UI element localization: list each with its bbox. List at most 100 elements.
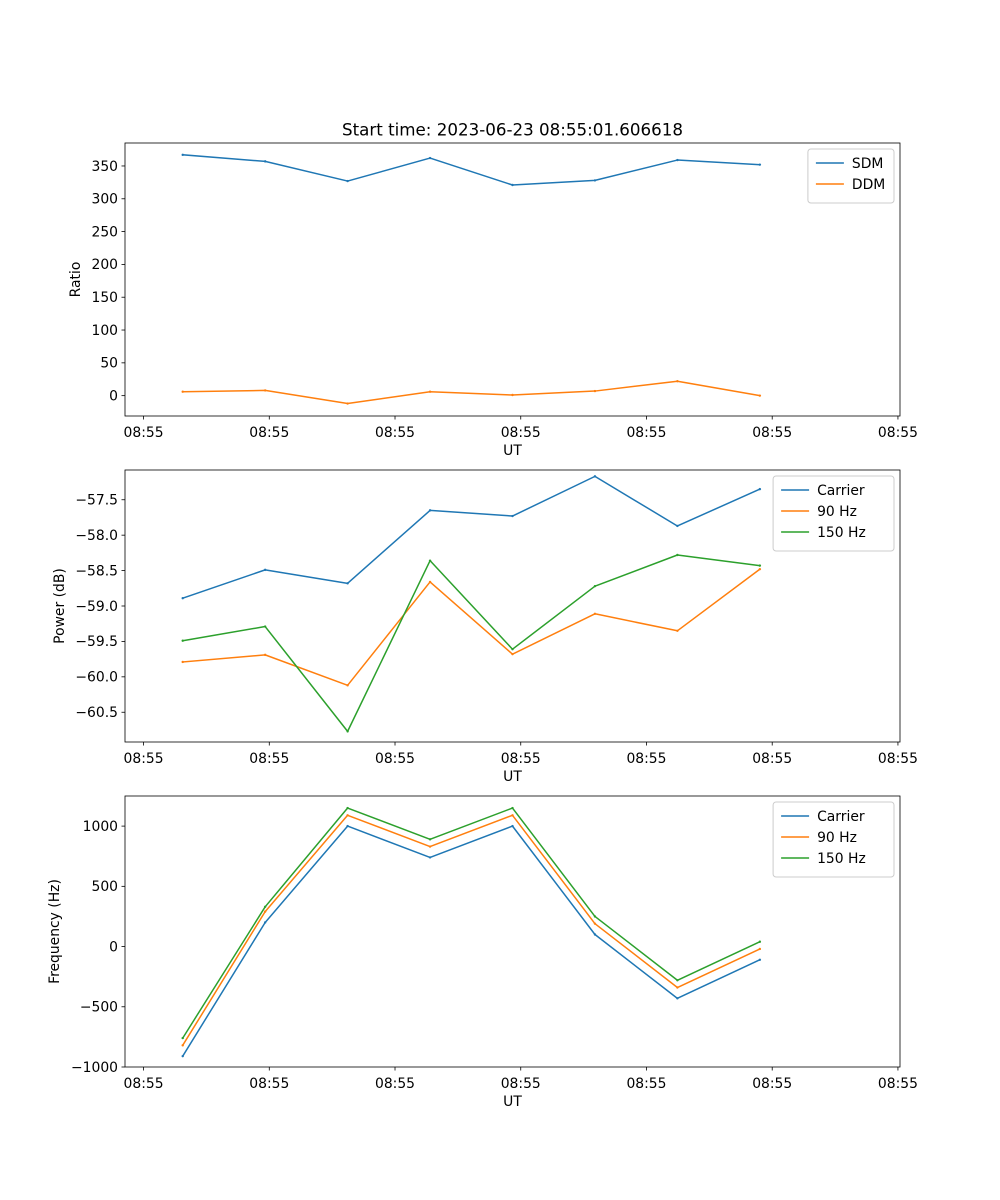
power-legend-label-90-hz: 90 Hz: [817, 504, 857, 520]
frequency-legend-label-150-hz: 150 Hz: [817, 851, 866, 867]
power-series-90-hz-point: [511, 652, 514, 656]
ratio-axes-frame: [124, 142, 901, 417]
frequency-axes-frame: [124, 795, 901, 1068]
power-x-tick-label: 08:55: [752, 751, 792, 767]
power-y-tick-label: −60.0: [75, 670, 118, 686]
ratio-legend-label-sdm: SDM: [852, 156, 884, 172]
power-series-carrier-point: [428, 509, 432, 512]
frequency-series-150-hz-point: [593, 915, 597, 918]
ratio-series-ddm-point: [263, 389, 267, 392]
power-series-carrier-point: [593, 475, 597, 478]
frequency-y-tick-label: −500: [80, 1000, 118, 1016]
frequency-x-tick-label: 08:55: [375, 1076, 415, 1092]
frequency-series-150-hz-point: [511, 806, 514, 810]
power-series-carrier-point: [758, 487, 762, 491]
ratio-x-tick-label: 08:55: [501, 425, 541, 441]
frequency-series-150-hz-point: [181, 1036, 184, 1040]
power-series-90-hz-point: [758, 567, 762, 571]
power-series-90-hz-point: [593, 612, 597, 615]
ratio-series-ddm-point: [511, 393, 514, 397]
ratio-series-ddm-line: [181, 380, 761, 405]
power-legend-label-150-hz: 150 Hz: [817, 525, 866, 541]
frequency-x-tick-label: 08:55: [878, 1076, 918, 1092]
power-y-tick-label: −59.0: [75, 599, 118, 615]
frequency-x-tick-label: 08:55: [124, 1076, 164, 1092]
frequency-series-carrier-point: [428, 856, 432, 859]
power-series-150-hz-point: [511, 648, 514, 651]
ratio-y-tick-label: 250: [91, 224, 118, 240]
power-x-tick-label: 08:55: [375, 751, 415, 767]
frequency-y-tick-label: 500: [91, 879, 118, 895]
power-x-tick-label: 08:55: [249, 751, 289, 767]
frequency-legend-label-carrier: Carrier: [817, 809, 865, 825]
ratio-series-sdm-point: [758, 163, 762, 166]
ratio-series-ddm-point: [428, 390, 432, 393]
power-series-150-hz-point: [263, 625, 267, 628]
frequency-series-carrier-point: [346, 824, 349, 828]
chart-title: Start time: 2023-06-23 08:55:01.606618: [342, 120, 683, 140]
ratio-series-sdm-point: [593, 179, 597, 182]
power-series-90-hz-line: [181, 568, 761, 687]
frequency-y-tick-label: −1000: [71, 1060, 118, 1076]
power-series-90-hz-point: [676, 629, 679, 632]
power-y-tick-label: −60.5: [75, 705, 118, 721]
ratio-y-tick-label: 150: [91, 290, 118, 306]
frequency-series-150-hz-line: [181, 807, 761, 1040]
frequency-series-90-hz-point: [758, 947, 762, 951]
frequency-x-tick-label: 08:55: [752, 1076, 792, 1092]
ratio-series-sdm-point: [676, 158, 679, 162]
frequency-panel: 08:55 08:55 08:55 08:55 08:55 08:55 08:55 −1000…: [47, 795, 918, 1110]
power-series-90-hz-point: [346, 684, 349, 687]
ratio-x-tick-label: 08:55: [375, 425, 415, 441]
power-y-tick-label: −59.5: [75, 634, 118, 650]
frequency-legend: Carrier 90 Hz 150 Hz: [772, 801, 895, 878]
power-series-carrier-point: [263, 568, 267, 572]
frequency-series-carrier-point: [263, 921, 267, 924]
ratio-series-sdm-point: [428, 156, 432, 160]
frequency-series-150-hz-point: [263, 905, 267, 909]
power-x-tick-label: 08:55: [124, 751, 164, 767]
frequency-x-tick-label: 08:55: [249, 1076, 289, 1092]
frequency-series-90-hz-point: [676, 986, 679, 989]
ratio-legend-label-ddm: DDM: [852, 177, 885, 193]
frequency-series-150-hz-point: [758, 940, 762, 943]
frequency-series-150-hz-point: [676, 979, 679, 982]
frequency-series-150-hz-point: [428, 838, 432, 841]
power-series-150-hz-point: [758, 564, 762, 567]
frequency-legend-label-90-hz: 90 Hz: [817, 830, 857, 846]
ratio-series-ddm-point: [181, 390, 184, 393]
frequency-series-150-hz-point: [346, 806, 349, 810]
power-y-axis-label: Power (dB): [52, 568, 68, 644]
power-x-axis-label: UT: [503, 769, 522, 785]
frequency-series-90-hz-point: [428, 845, 432, 848]
frequency-series-carrier-point: [511, 824, 514, 828]
power-series-90-hz-point: [428, 580, 432, 584]
frequency-x-tick-label: 08:55: [626, 1076, 666, 1092]
ratio-y-tick-label: 50: [100, 356, 118, 372]
ratio-series-sdm-point: [263, 160, 267, 163]
ratio-x-tick-label: 08:55: [124, 425, 164, 441]
frequency-series-90-hz-point: [593, 922, 597, 925]
ratio-series-sdm-point: [346, 179, 349, 183]
power-series-150-hz-point: [181, 639, 184, 642]
ratio-y-tick-label: 100: [91, 323, 118, 339]
power-series-150-hz-point: [593, 584, 597, 588]
frequency-series-90-hz-point: [346, 814, 349, 817]
ratio-y-tick-label: 300: [91, 192, 118, 208]
ratio-series-ddm-point: [758, 394, 762, 397]
power-series-150-hz-point: [676, 553, 679, 557]
ratio-series-sdm-point: [511, 183, 514, 187]
power-series-carrier-point: [181, 597, 184, 600]
ratio-legend: SDM DDM: [807, 148, 895, 204]
frequency-series-carrier-point: [758, 958, 762, 962]
power-series-carrier-point: [676, 524, 679, 528]
ratio-x-tick-label: 08:55: [626, 425, 666, 441]
ratio-series-sdm-line: [181, 154, 761, 186]
power-x-tick-label: 08:55: [878, 751, 918, 767]
ratio-series-ddm-point: [676, 380, 679, 383]
frequency-y-tick-label: 0: [109, 939, 118, 955]
frequency-y-axis-label: Frequency (Hz): [47, 879, 63, 984]
power-series-carrier-point: [511, 514, 514, 518]
frequency-series-90-hz-point: [511, 814, 514, 817]
